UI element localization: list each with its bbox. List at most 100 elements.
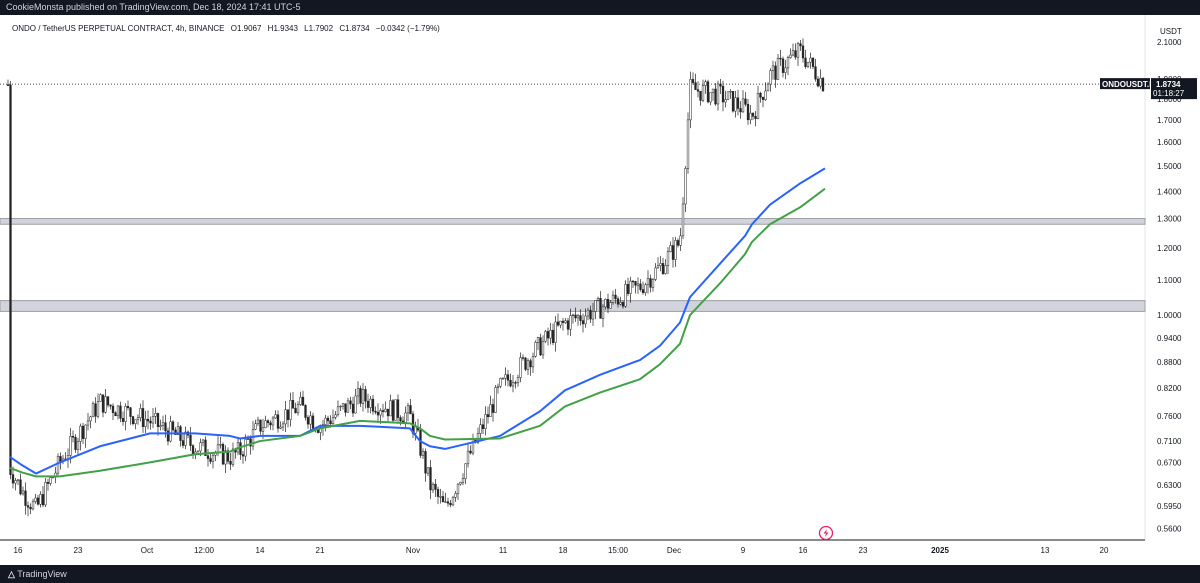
legend-change: −0.0342 (−1.79%) [375, 24, 440, 33]
candle [339, 405, 342, 411]
candle [429, 459, 432, 500]
candle [256, 416, 260, 426]
candle [159, 419, 162, 431]
candle [689, 71, 692, 129]
candle [771, 60, 775, 80]
candle [14, 477, 17, 491]
candle [719, 79, 722, 94]
price-tick-label: 0.7100 [1157, 437, 1182, 446]
candle [586, 307, 590, 321]
legend-low: L1.7902 [304, 24, 334, 33]
candle [381, 403, 385, 418]
candle [304, 404, 307, 421]
candle [231, 442, 235, 467]
candle [359, 385, 362, 407]
candle [371, 395, 375, 415]
candle [6, 79, 10, 87]
symbol-tag-bg [1100, 78, 1150, 90]
candle [46, 478, 50, 491]
candle [789, 48, 792, 59]
candle [629, 276, 632, 303]
candle [654, 263, 657, 282]
candle [794, 43, 797, 60]
candle [91, 401, 95, 418]
candle [126, 400, 130, 411]
time-tick-label: 20 [1100, 546, 1109, 555]
candle [346, 397, 350, 413]
candle [84, 424, 87, 448]
time-tick-label: Nov [406, 546, 420, 555]
candle [149, 416, 152, 430]
candle [441, 491, 445, 503]
price-tag-value: 1.8734 [1156, 80, 1181, 89]
lightning-icon[interactable] [818, 525, 834, 541]
price-chart[interactable]: USDT 2.10001.90001.80001.70001.60001.500… [0, 15, 1200, 565]
candle [466, 442, 470, 468]
candle [596, 296, 600, 302]
candle [171, 420, 175, 432]
support-zones [0, 218, 1146, 312]
time-axis[interactable]: 16 23 Oct 12:00 14 21 Nov 11 18 15:00 Dec 9 16 23 2025… [14, 546, 1109, 555]
candle [489, 395, 492, 418]
candle [601, 304, 605, 328]
candle [459, 481, 462, 486]
candle [331, 409, 335, 425]
legend-high: H1.9343 [267, 24, 298, 33]
candle [816, 75, 820, 88]
candle [709, 92, 712, 106]
candle [704, 79, 707, 94]
candle [309, 411, 312, 433]
candle [131, 415, 135, 426]
price-tick-label: 1.1000 [1157, 276, 1182, 285]
candle [81, 422, 85, 445]
candle [626, 277, 630, 297]
candle [554, 316, 557, 352]
candle [129, 407, 132, 425]
candle [146, 410, 150, 430]
candle [529, 358, 532, 376]
chart-frame[interactable]: USDT 2.10001.90001.80001.70001.60001.500… [0, 15, 1200, 565]
time-tick-label: 2025 [931, 546, 949, 555]
candle [716, 80, 720, 111]
candle [549, 322, 552, 345]
candle [16, 479, 20, 486]
candle [574, 307, 577, 322]
candle [366, 393, 370, 413]
candle [519, 352, 522, 383]
candle [674, 236, 677, 267]
candle [494, 385, 497, 414]
candle [116, 405, 120, 420]
candle [281, 421, 285, 432]
candle [644, 282, 647, 296]
candle [676, 238, 680, 248]
candle [504, 367, 507, 386]
time-tick-label: Dec [667, 546, 681, 555]
candle [409, 399, 412, 415]
candle [621, 300, 625, 309]
candle [594, 299, 597, 320]
candle [219, 437, 222, 449]
candle [484, 406, 487, 436]
time-tick-label: 12:00 [194, 546, 215, 555]
candle [766, 82, 770, 92]
candle [274, 410, 277, 419]
candle [561, 317, 565, 331]
candle [764, 82, 767, 102]
candle [109, 404, 112, 410]
candle [221, 442, 225, 466]
candle [649, 274, 652, 293]
candle [646, 270, 650, 294]
candle [401, 416, 405, 423]
candle [656, 257, 660, 269]
price-scale[interactable]: 2.10001.90001.80001.70001.60001.50001.40… [1157, 38, 1182, 533]
candle [369, 395, 372, 414]
candle [241, 451, 245, 464]
publisher-bar: CookieMonsta published on TradingView.co… [0, 0, 1200, 15]
candle [376, 403, 380, 421]
candle [19, 473, 22, 496]
price-tick-label: 1.3000 [1157, 215, 1182, 224]
candle [464, 463, 467, 485]
candle [784, 59, 787, 80]
candle [641, 281, 645, 295]
candle [151, 407, 155, 429]
